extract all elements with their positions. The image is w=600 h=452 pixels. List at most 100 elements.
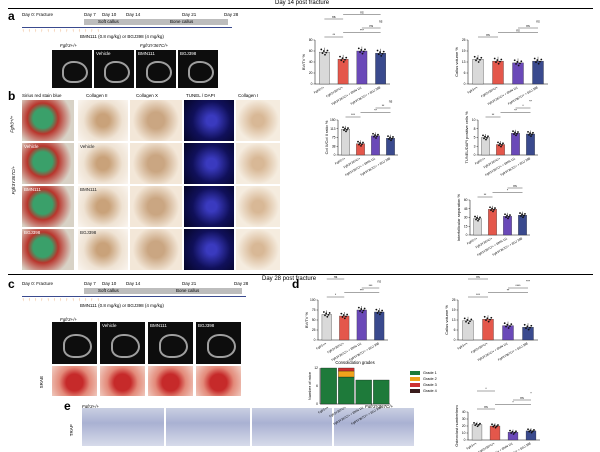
significance-label: *** — [360, 29, 365, 33]
data-point — [377, 310, 380, 312]
significance-label: ns — [516, 29, 520, 33]
data-point — [485, 319, 487, 322]
data-point — [389, 136, 391, 139]
data-point — [341, 316, 344, 318]
injection-arrows: ↑↑↑↑↑↑↑↑↑↑↑↑↑ — [22, 28, 104, 33]
significance-label: *** — [360, 289, 365, 293]
data-point — [505, 325, 507, 328]
legend-label: Grade 2 — [423, 377, 437, 381]
significance-label: ns — [332, 15, 336, 19]
y-tick-label: 0 — [314, 338, 316, 342]
y-tick-label: 0 — [474, 153, 476, 157]
data-point — [360, 308, 363, 310]
data-point — [521, 213, 523, 216]
trap-image — [82, 408, 164, 446]
data-point — [490, 316, 493, 319]
data-point — [373, 135, 375, 138]
data-point — [514, 131, 516, 134]
legend-label: Grade 3 — [423, 383, 437, 387]
histology-image — [130, 229, 182, 270]
histology-image: BGJ398 — [78, 229, 128, 270]
data-point — [390, 139, 392, 142]
y-tick-label: 10 — [472, 118, 476, 122]
panel-label-e: e — [64, 399, 71, 413]
data-point — [502, 142, 504, 145]
timeline-label: Day 21 — [182, 12, 197, 17]
data-point — [528, 430, 531, 433]
y-tick-label: 6 — [316, 384, 318, 388]
y-tick-label: 20 — [462, 424, 466, 428]
data-point — [474, 215, 476, 218]
data-point — [340, 59, 343, 62]
timeline-label: Day 7 — [84, 12, 96, 17]
data-point — [533, 57, 536, 60]
data-point — [492, 210, 494, 213]
data-point — [527, 131, 529, 133]
data-point — [510, 432, 513, 434]
significance-label: * — [522, 104, 524, 108]
safranin-image — [196, 366, 241, 396]
data-point — [342, 314, 345, 316]
significance-label: ns — [486, 33, 490, 37]
data-point — [327, 313, 330, 316]
significance-label: ns — [476, 275, 480, 279]
timeline-day28: Day 0: Fracture Day 7 Day 10 Day 14 Day … — [22, 280, 252, 318]
y-tick-label: 19 — [452, 308, 456, 312]
data-point — [515, 430, 517, 433]
histology-image — [184, 186, 234, 227]
data-point — [342, 60, 345, 63]
data-point — [513, 133, 515, 136]
data-point — [489, 318, 491, 321]
y-tick-label: 0 — [311, 82, 313, 86]
y-tick-label: 12 — [314, 366, 318, 370]
data-point — [476, 57, 479, 60]
data-point — [497, 424, 499, 426]
data-point — [505, 216, 507, 219]
significance-label: * — [530, 392, 532, 396]
data-point — [519, 212, 521, 214]
data-point — [484, 135, 486, 138]
significance-label: **** — [515, 284, 521, 288]
data-point — [345, 56, 348, 59]
significance-label: ** — [529, 100, 532, 104]
data-point — [509, 214, 511, 216]
significance-label: ns — [360, 11, 364, 15]
data-point — [359, 142, 361, 144]
data-point — [529, 132, 531, 135]
data-point — [322, 311, 325, 313]
data-point — [506, 214, 508, 217]
injection-arrows: ↑↑↑↑↑↑↑↑↑↑↑↑↑ — [22, 297, 104, 302]
bar — [375, 53, 386, 85]
data-point — [527, 428, 529, 431]
y-tick-label: 3 — [474, 144, 476, 148]
y-tick-label: 80 — [309, 38, 313, 42]
y-axis-label: TUNEL/DAPI positive cells % — [464, 111, 469, 163]
data-point — [491, 207, 493, 210]
histology-image: BMN111 — [22, 186, 74, 227]
column-header: Sirius red stain blue — [22, 93, 62, 98]
histology-image: BGJ398 — [22, 229, 74, 270]
legend-swatch — [410, 371, 420, 375]
data-point — [328, 312, 331, 314]
x-tick-label: Fgfr3Y367C/+ + BMN 111 — [333, 405, 365, 426]
data-point — [324, 314, 326, 317]
data-point — [512, 433, 515, 435]
x-tick-label: Fgfr3+/+ — [474, 156, 486, 165]
x-tick-label: Fgfr3+/+ — [334, 156, 346, 165]
data-point — [466, 318, 469, 321]
data-point — [345, 130, 347, 133]
microct-image: BMN111 — [136, 50, 176, 88]
y-tick-label: 20 — [309, 71, 313, 75]
ct-label: Fgfr3+/+ — [60, 317, 78, 322]
data-point — [324, 53, 326, 56]
data-point — [496, 59, 499, 61]
data-point — [537, 62, 540, 65]
panel-label-b: b — [8, 89, 16, 103]
data-point — [467, 322, 470, 325]
significance-label: ns — [513, 184, 517, 188]
y-tick-label: 0 — [454, 338, 456, 342]
data-point — [382, 50, 385, 53]
data-point — [498, 144, 500, 147]
data-point — [489, 206, 491, 209]
data-point — [357, 47, 360, 50]
